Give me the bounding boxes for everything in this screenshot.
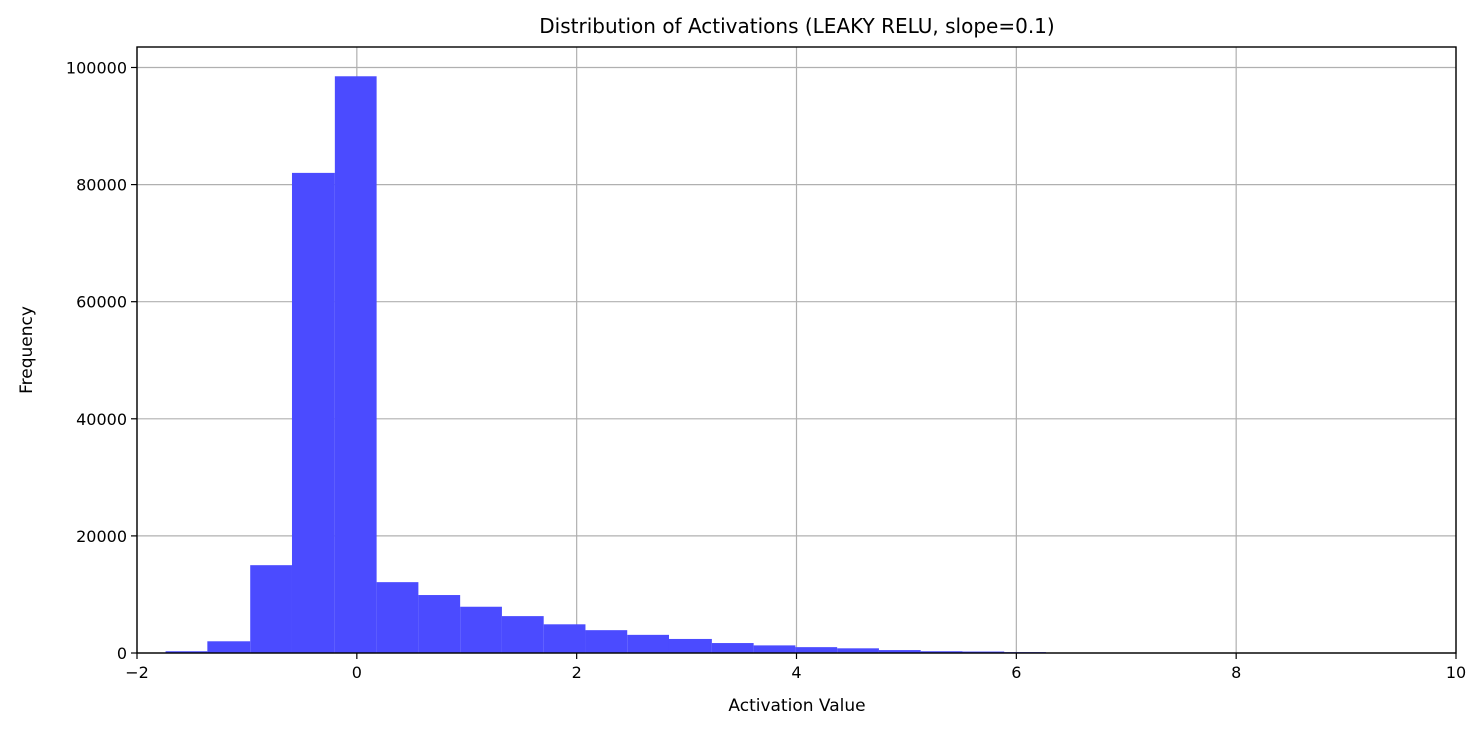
histogram-bar xyxy=(501,616,544,653)
y-tick-label: 40000 xyxy=(76,410,127,429)
histogram-bar xyxy=(460,606,502,653)
histogram-bar xyxy=(878,650,921,653)
histogram-bar xyxy=(418,595,461,653)
y-tick-label: 100000 xyxy=(66,58,127,77)
y-tick-label: 20000 xyxy=(76,527,127,546)
histogram-bar xyxy=(837,648,879,653)
x-axis-ticks: −2 0 2 4 6 8 10 xyxy=(125,653,1466,682)
y-axis-ticks: 0 20000 40000 60000 80000 100000 xyxy=(66,58,137,663)
x-tick-label: −2 xyxy=(125,663,149,682)
x-tick-label: 0 xyxy=(352,663,362,682)
histogram-bar xyxy=(165,651,208,653)
x-tick-label: 2 xyxy=(572,663,582,682)
histogram-bar xyxy=(962,651,1005,653)
x-axis-label: Activation Value xyxy=(728,696,865,716)
histogram-bar xyxy=(376,582,419,653)
histogram-bar xyxy=(711,643,754,653)
x-tick-label: 6 xyxy=(1011,663,1021,682)
x-tick-label: 4 xyxy=(791,663,801,682)
y-tick-label: 60000 xyxy=(76,293,127,312)
histogram-bar xyxy=(920,651,963,653)
histogram-bar xyxy=(334,76,377,653)
histogram-bars xyxy=(165,76,1047,653)
histogram-bar xyxy=(585,630,628,653)
histogram-bar xyxy=(795,647,838,653)
histogram-bar xyxy=(207,641,251,653)
histogram-bar xyxy=(668,638,712,653)
histogram-bar xyxy=(627,634,669,653)
x-tick-label: 10 xyxy=(1446,663,1466,682)
y-axis-label: Frequency xyxy=(17,306,37,394)
histogram-bar xyxy=(543,624,586,653)
histogram-bar xyxy=(250,565,292,653)
chart-title: Distribution of Activations (LEAKY RELU,… xyxy=(539,14,1054,38)
y-tick-label: 0 xyxy=(117,644,127,663)
histogram-bar xyxy=(291,172,335,653)
y-tick-label: 80000 xyxy=(76,176,127,195)
x-tick-label: 8 xyxy=(1231,663,1241,682)
histogram-bar xyxy=(753,645,796,653)
